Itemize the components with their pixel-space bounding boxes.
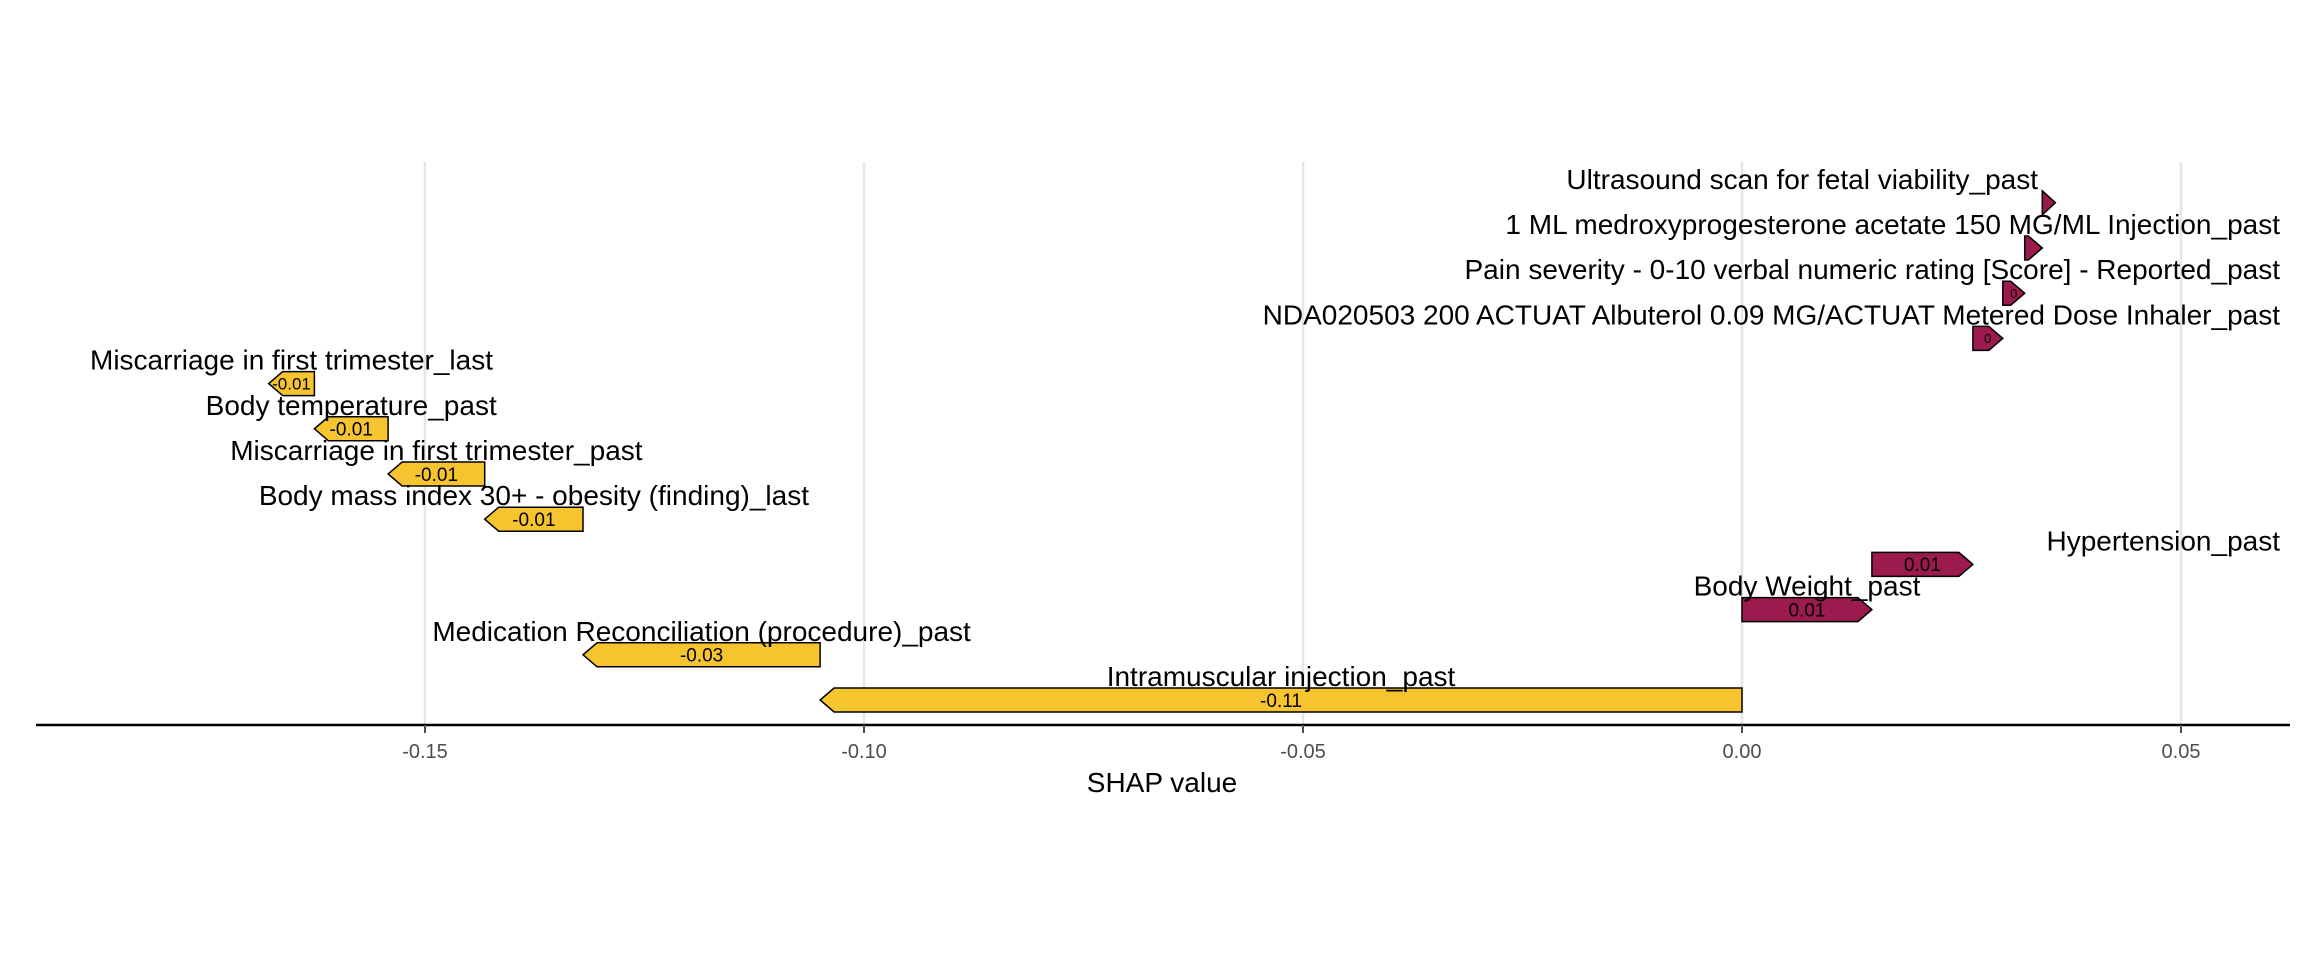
x-tick-label: -0.10 [841,741,887,763]
feature-name-label: Hypertension_past [2047,525,2281,556]
shap-value-label: -0.11 [1260,691,1302,712]
feature-name-label: Miscarriage in first trimester_past [230,435,643,466]
shap-arrow [2041,189,2057,217]
feature-name-label: NDA020503 200 ACTUAT Albuterol 0.09 MG/A… [1263,299,2281,330]
feature-name-label: Ultrasound scan for fetal viability_past [1566,164,2038,195]
arrow-layer [267,189,2057,713]
shap-arrow [818,687,1743,713]
feature-name-label: Miscarriage in first trimester_last [90,345,493,376]
feature-name-label: Pain severity - 0-10 verbal numeric rati… [1465,254,2281,285]
shap-arrow [2002,280,2026,306]
shap-arrow [313,416,389,442]
shap-value-label: -0.03 [680,646,723,667]
shap-value-label: 0.01 [1789,600,1826,621]
x-tick-label: -0.15 [402,741,448,763]
x-tick-label: -0.05 [1280,741,1326,763]
shap-arrow [1972,325,2004,352]
shap-value-label: -0.01 [330,420,373,441]
shap-arrow [483,506,584,532]
shap-value-label: 0 [1984,331,1991,346]
shap-value-label: 0 [2010,286,2017,301]
x-tick-label: 0.00 [1723,741,1762,763]
shap-value-label: -0.01 [415,465,458,486]
shap-arrow [1741,596,1874,623]
x-tick-label: 0.05 [2162,741,2201,763]
shap-value-label: -0.01 [512,510,555,531]
feature-name-label: Body mass index 30+ - obesity (finding)_… [259,480,809,511]
feature-name-label: Body temperature_past [206,390,497,421]
shap-value-label: -0.01 [272,375,311,394]
shap-value-label: 0.01 [1904,555,1941,576]
shap-arrow [267,370,316,397]
feature-name-label: 1 ML medroxyprogesterone acetate 150 MG/… [1505,209,2280,240]
x-axis-title: SHAP value [1087,767,1237,798]
shap-arrow [581,642,821,668]
shap-arrow [1871,551,1975,578]
shap-arrow [2023,235,2044,261]
feature-name-label: Body Weight_past [1694,571,1921,602]
shap-arrow [386,461,486,487]
x-axis: -0.15 -0.10 -0.05 0.00 0.05 [36,723,2290,763]
feature-name-label: Medication Reconciliation (procedure)_pa… [432,616,971,647]
grid-layer [423,162,2183,725]
feature-name-label: Intramuscular injection_past [1107,661,1456,692]
